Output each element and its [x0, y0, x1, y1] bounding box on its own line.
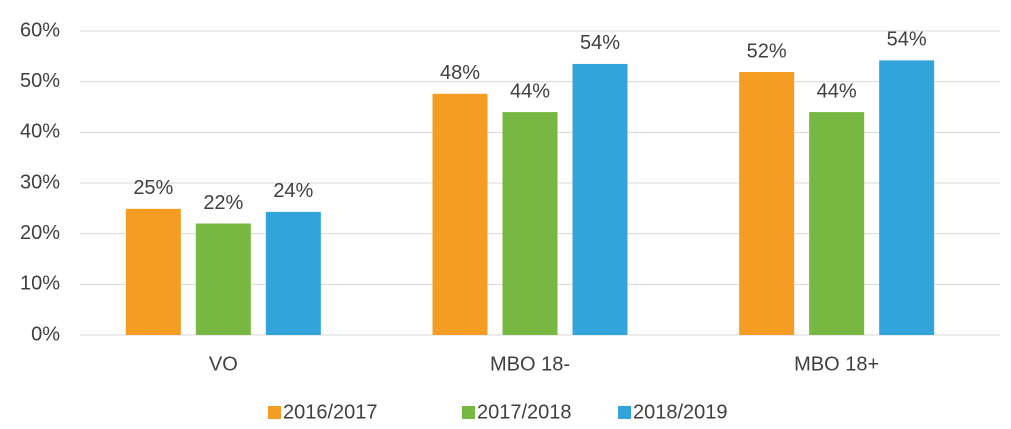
y-tick-label: 50% [20, 70, 60, 92]
bar [502, 112, 558, 335]
value-label: 52% [747, 40, 787, 62]
value-label: 48% [440, 62, 480, 84]
y-tick-label: 60% [20, 19, 60, 41]
bar [739, 72, 795, 335]
value-label: 54% [887, 29, 927, 51]
legend-label: 2017/2018 [477, 401, 572, 423]
bar [125, 208, 181, 335]
y-tick-label: 40% [20, 121, 60, 143]
value-label: 25% [133, 177, 173, 199]
bar [879, 60, 935, 336]
value-label: 24% [273, 180, 313, 202]
legend-swatch [462, 406, 475, 419]
bar [265, 211, 321, 335]
value-label: 22% [203, 192, 243, 214]
bar [432, 93, 488, 336]
x-tick-label: MBO 18- [490, 353, 570, 375]
y-tick-label: 10% [20, 273, 60, 295]
y-tick-label: 30% [20, 171, 60, 193]
x-tick-label: MBO 18+ [794, 353, 879, 375]
y-tick-label: 0% [31, 323, 60, 345]
legend-swatch [618, 406, 631, 419]
value-label: 54% [580, 32, 620, 54]
x-tick-label: VO [209, 353, 238, 375]
y-tick-label: 20% [20, 222, 60, 244]
bar [572, 63, 628, 335]
legend-swatch [268, 406, 281, 419]
value-label: 44% [817, 80, 857, 102]
value-label: 44% [510, 80, 550, 102]
bar [195, 223, 251, 335]
legend-label: 2018/2019 [633, 401, 728, 423]
bar [809, 112, 865, 335]
legend-label: 2016/2017 [283, 401, 378, 423]
